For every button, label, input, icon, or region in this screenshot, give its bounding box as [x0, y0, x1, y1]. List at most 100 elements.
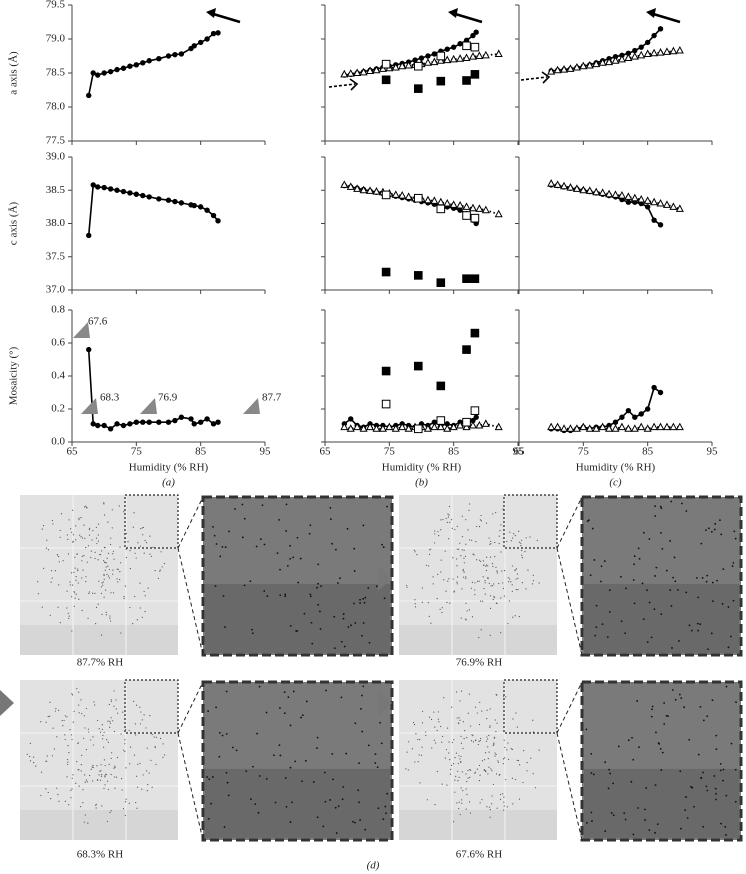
spot	[110, 717, 112, 719]
spot	[95, 804, 97, 806]
spot	[78, 517, 80, 519]
spot	[47, 715, 49, 718]
spot	[223, 826, 226, 828]
spot	[498, 542, 500, 545]
spot	[512, 537, 514, 539]
spot	[95, 526, 97, 529]
point	[473, 29, 479, 35]
spot	[104, 589, 107, 591]
point	[585, 424, 594, 432]
spot	[474, 706, 477, 708]
spot	[507, 742, 509, 744]
spot	[448, 741, 450, 743]
spot	[441, 741, 443, 743]
spot	[64, 800, 66, 802]
spot	[69, 584, 71, 586]
spot	[454, 528, 456, 531]
spot	[496, 572, 498, 574]
spot	[144, 540, 146, 542]
spot	[466, 610, 468, 612]
spot	[456, 548, 458, 550]
annotation: 76.9	[158, 392, 178, 404]
spot	[495, 773, 498, 775]
spot	[94, 704, 96, 706]
spot	[322, 825, 325, 828]
spot	[651, 705, 654, 708]
spot	[502, 763, 504, 765]
spot	[160, 551, 162, 553]
spot	[452, 578, 454, 580]
spot	[70, 734, 73, 736]
spot	[510, 748, 512, 750]
point	[494, 49, 503, 57]
spot	[430, 548, 432, 550]
spot	[506, 540, 508, 542]
spot	[521, 554, 523, 556]
spot	[479, 739, 481, 742]
spot	[498, 582, 500, 585]
spot	[151, 786, 153, 788]
spot	[586, 520, 589, 523]
spot	[486, 738, 489, 740]
detector-lower	[399, 810, 557, 840]
spot	[458, 722, 460, 725]
spot	[467, 769, 469, 772]
spot	[406, 586, 408, 588]
spot	[487, 758, 489, 760]
spot	[671, 689, 674, 691]
point	[210, 212, 217, 219]
spot	[295, 630, 298, 632]
point	[651, 384, 657, 391]
series-line	[551, 184, 661, 226]
zoom-link	[556, 732, 583, 841]
spot	[734, 768, 737, 771]
spot	[124, 739, 126, 741]
spot	[68, 519, 70, 521]
spot	[104, 784, 106, 786]
spot	[317, 582, 320, 585]
spot	[437, 573, 439, 575]
spot	[446, 521, 448, 524]
spot	[702, 825, 705, 828]
spot	[503, 595, 505, 597]
spot	[51, 519, 53, 522]
spot	[511, 590, 513, 592]
spot	[101, 728, 103, 730]
spot	[382, 546, 385, 549]
spot	[376, 766, 379, 769]
spot	[447, 580, 449, 582]
spot	[609, 772, 612, 775]
spot	[214, 585, 217, 588]
spot	[283, 712, 286, 715]
spot	[29, 760, 32, 762]
spot	[710, 632, 713, 635]
point	[114, 421, 120, 427]
spot	[506, 806, 508, 808]
annotation-marker	[73, 322, 90, 338]
spot	[133, 700, 135, 702]
point	[559, 424, 569, 432]
spot	[499, 793, 502, 796]
spot	[413, 549, 416, 551]
x-tick-label: 85	[195, 446, 207, 458]
spot	[29, 742, 31, 744]
spot	[427, 565, 430, 567]
spot	[489, 543, 491, 545]
panel-label: (c)	[609, 477, 622, 489]
spot	[139, 706, 141, 708]
point	[107, 186, 114, 192]
spot	[95, 623, 97, 625]
spot	[471, 581, 474, 583]
spot	[461, 771, 463, 773]
spot	[600, 565, 603, 568]
spot	[323, 771, 326, 774]
spot	[141, 616, 143, 618]
spot	[241, 503, 244, 506]
spot	[478, 764, 481, 767]
spot	[125, 798, 127, 800]
point	[605, 189, 614, 198]
point	[650, 197, 659, 206]
spot	[492, 565, 494, 568]
spot	[97, 540, 99, 542]
spot	[654, 515, 657, 517]
